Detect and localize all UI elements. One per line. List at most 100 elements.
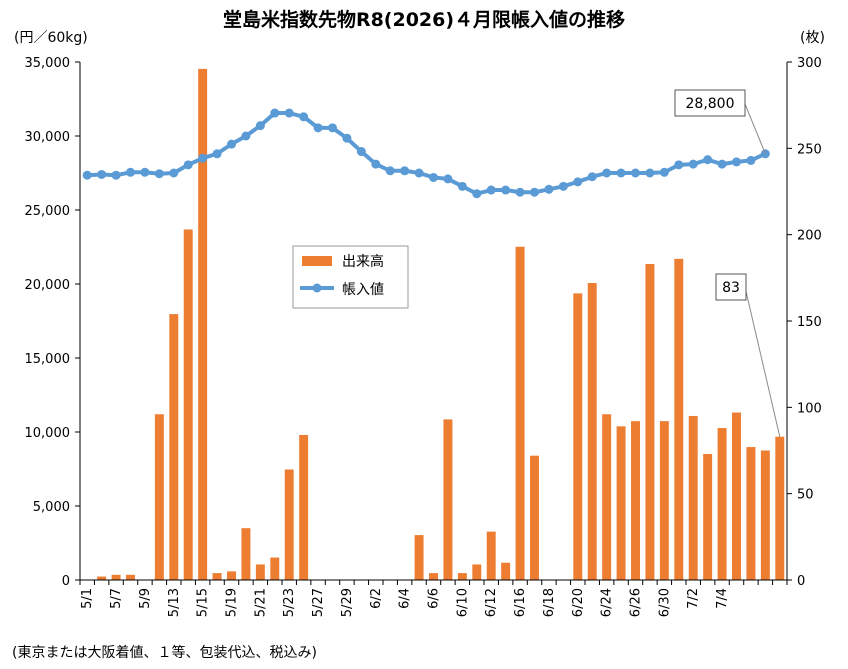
bar-volume	[241, 528, 251, 580]
line-point	[183, 160, 193, 170]
bar-volume	[169, 314, 179, 580]
x-tick-label: 5/7	[109, 588, 124, 609]
bar-volume	[631, 421, 640, 580]
line-point	[429, 172, 438, 182]
annotation-leader-price	[744, 103, 766, 154]
bar-volume	[227, 571, 236, 580]
annotation-leader-volume	[744, 286, 781, 437]
x-tick-label: 6/20	[571, 588, 586, 617]
line-point	[631, 168, 640, 178]
bar-volume	[732, 412, 741, 580]
x-tick-label: 7/2	[686, 588, 701, 609]
x-tick-label: 6/10	[455, 588, 470, 617]
line-point	[674, 160, 684, 170]
x-tick-label: 6/4	[398, 588, 413, 609]
legend-label-line: 帳入値	[342, 282, 384, 298]
x-tick-label: 5/9	[138, 588, 153, 609]
line-point	[126, 167, 135, 177]
footnote: (東京または大阪着値、１等、包装代込、税込み)	[12, 644, 317, 661]
line-point	[299, 112, 309, 122]
right-tick-label: 100	[797, 401, 822, 416]
line-point	[616, 168, 626, 178]
right-tick-label: 0	[797, 574, 805, 589]
bar-volume	[198, 68, 208, 580]
bar-volume	[429, 573, 438, 580]
left-axis-unit: (円／60kg)	[14, 30, 88, 46]
bar-volume	[746, 447, 756, 580]
x-tick-label: 6/12	[484, 588, 499, 617]
right-tick-label: 150	[797, 315, 822, 330]
bar-volume	[154, 414, 164, 580]
left-tick-label: 30,000	[25, 130, 71, 145]
bar-volume	[674, 258, 684, 580]
bar-volume	[760, 450, 770, 580]
line-point	[270, 108, 280, 118]
bar-volume	[486, 531, 496, 580]
x-tick-label: 6/6	[427, 588, 442, 609]
x-tick-label: 6/30	[657, 588, 672, 617]
line-point	[342, 133, 352, 143]
line-point	[385, 166, 395, 176]
bar-volume	[688, 415, 698, 580]
line-point	[746, 155, 756, 165]
line-point	[573, 177, 583, 187]
line-point	[472, 189, 482, 199]
bar-volume	[616, 426, 626, 580]
bar-volume	[443, 419, 453, 580]
bar-volume	[284, 469, 294, 580]
line-point	[328, 123, 337, 133]
line-point	[645, 168, 655, 178]
bar-volume	[126, 574, 135, 580]
line-point	[371, 159, 381, 169]
line-point	[602, 168, 612, 178]
x-tick-label: 5/21	[253, 588, 268, 617]
annotation-box-price	[674, 89, 746, 117]
x-tick-label: 6/24	[600, 588, 615, 617]
line-point	[111, 170, 121, 180]
bar-volume	[587, 283, 597, 580]
line-point	[515, 187, 525, 197]
left-tick-label: 20,000	[25, 278, 71, 293]
bar-volume	[602, 414, 612, 580]
line-point	[212, 149, 222, 159]
bar-volume	[255, 564, 265, 580]
bar-volume	[573, 293, 583, 580]
legend-swatch-line-marker	[312, 283, 322, 293]
chart-title: 堂島米指数先物R8(2026)４月限帳入値の推移	[223, 8, 625, 31]
x-tick-label: 6/26	[629, 588, 644, 617]
right-tick-label: 250	[797, 142, 822, 157]
line-point	[457, 181, 467, 191]
line-point	[732, 157, 741, 167]
bar-volume	[97, 576, 107, 580]
line-series-layer	[82, 108, 770, 199]
annotation-label-volume: 83	[722, 280, 740, 296]
bar-volume	[183, 229, 193, 580]
bar-volume	[270, 557, 280, 580]
bar-series-layer	[97, 68, 785, 580]
line-point	[241, 131, 251, 141]
line-point	[659, 167, 669, 177]
bar-volume	[299, 434, 309, 580]
line-point	[140, 167, 150, 177]
x-tick-label: 6/2	[369, 588, 384, 609]
bar-volume	[645, 264, 655, 580]
line-point	[82, 170, 92, 180]
x-tick-label: 6/18	[542, 588, 557, 617]
line-point	[284, 108, 294, 118]
line-point	[414, 168, 424, 178]
line-point	[501, 185, 511, 195]
right-tick-label: 50	[797, 488, 814, 503]
axes-layer: 0 5,000 10,000 15,000 20,000 25,000 30,000 35,0…	[25, 56, 822, 617]
left-tick-label: 25,000	[25, 204, 71, 219]
line-point	[313, 123, 323, 133]
bar-volume	[659, 421, 669, 580]
line-point	[558, 181, 568, 191]
line-point	[227, 139, 236, 149]
line-point	[97, 169, 107, 179]
line-point	[587, 172, 597, 182]
left-tick-label: 5,000	[33, 500, 70, 515]
right-axis-unit: (枚)	[800, 30, 825, 46]
